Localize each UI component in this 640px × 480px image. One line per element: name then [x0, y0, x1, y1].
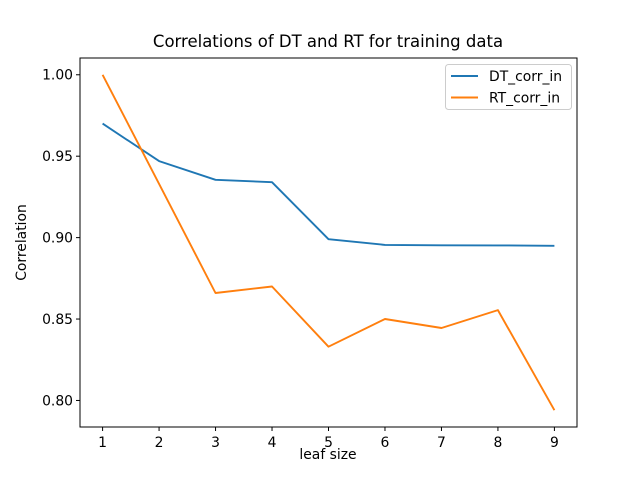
- x-axis-label: leaf size: [299, 447, 356, 463]
- x-tick-label: 7: [437, 435, 446, 451]
- series-line-RT_corr_in: [101, 74, 556, 411]
- x-tick-label: 8: [494, 435, 503, 451]
- legend-label-dt: DT_corr_in: [489, 69, 562, 85]
- plot-border: [79, 57, 578, 428]
- y-tick-label: 1.00: [42, 68, 73, 84]
- x-tick-label: 3: [211, 435, 220, 451]
- chart-title: Correlations of DT and RT for training d…: [153, 32, 503, 51]
- y-tick-label: 0.80: [42, 393, 73, 409]
- x-tick-label: 4: [268, 435, 277, 451]
- legend: DT_corr_in RT_corr_in: [445, 64, 572, 110]
- x-tick-label: 9: [550, 435, 559, 451]
- x-tick-label: 5: [324, 435, 333, 451]
- x-tick-label: 2: [155, 435, 164, 451]
- y-tick-label: 0.85: [42, 312, 73, 328]
- y-axis-ticks: 0.80 0.85 0.90 0.95 1.00: [42, 68, 80, 409]
- x-axis-ticks: 1 2 3 4 5 6 7 8 9: [98, 427, 559, 451]
- y-tick-label: 0.90: [42, 231, 73, 247]
- y-axis-label: Correlation: [14, 204, 30, 281]
- y-tick-label: 0.95: [42, 149, 73, 165]
- data-series-group: [101, 74, 556, 411]
- x-tick-label: 1: [98, 435, 107, 451]
- legend-label-rt: RT_corr_in: [489, 90, 560, 106]
- series-line-DT_corr_in: [102, 122, 555, 247]
- x-tick-label: 6: [381, 435, 390, 451]
